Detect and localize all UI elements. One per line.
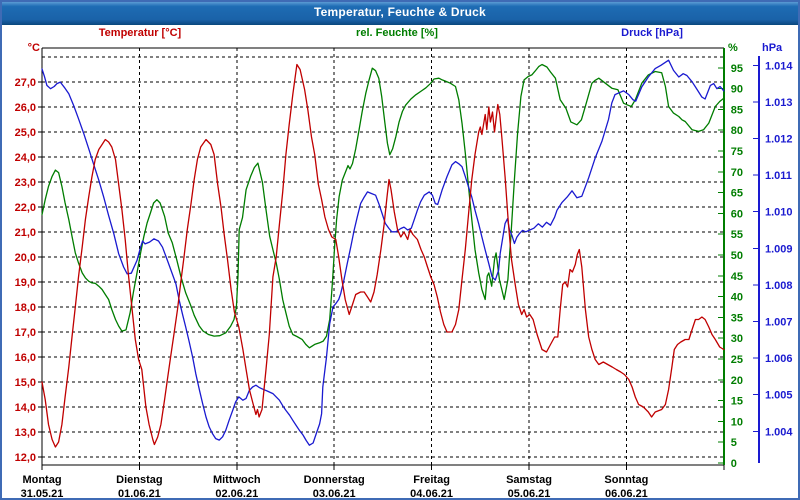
day-date-label: 02.06.21 xyxy=(215,488,258,500)
temp-tick-label: 12,0 xyxy=(15,452,36,464)
humidity-tick-label: 55 xyxy=(731,229,743,241)
day-name-label: Freitag xyxy=(413,474,450,486)
humidity-tick-label: 65 xyxy=(731,188,743,200)
humidity-curve xyxy=(41,63,725,349)
humidity-tick-label: 95 xyxy=(731,63,743,75)
humidity-tick-label: 0 xyxy=(731,458,737,470)
day-name-label: Donnerstag xyxy=(304,474,365,486)
temp-curve xyxy=(41,63,725,448)
pressure-axis-unit-label: hPa xyxy=(762,42,783,54)
temp-tick-label: 19,0 xyxy=(15,277,36,289)
pressure-tick-label: 1.008 xyxy=(765,280,793,292)
pressure-tick-label: 1.012 xyxy=(765,134,793,146)
day-name-label: Dienstag xyxy=(116,474,162,486)
temp-axis-unit-label: °C xyxy=(27,42,40,54)
pressure-tick-label: 1.006 xyxy=(765,353,793,365)
temp-tick-label: 21,0 xyxy=(15,227,36,239)
day-name-label: Samstag xyxy=(506,474,552,486)
page-title: Temperatur, Feuchte & Druck xyxy=(314,5,486,19)
temp-tick-label: 18,0 xyxy=(15,302,36,314)
humidity-tick-label: 75 xyxy=(731,146,743,158)
day-date-label: 04.06.21 xyxy=(410,488,453,500)
humidity-tick-label: 30 xyxy=(731,333,743,345)
pressure-tick-label: 1.013 xyxy=(765,97,793,109)
temp-tick-label: 15,0 xyxy=(15,377,36,389)
legend-temperature: Temperatur [°C] xyxy=(98,27,182,39)
temp-tick-label: 27,0 xyxy=(15,77,36,89)
title-bar: Temperatur, Feuchte & Druck xyxy=(2,2,798,25)
day-name-label: Sonntag xyxy=(604,474,648,486)
humidity-tick-label: 90 xyxy=(731,84,743,96)
humidity-tick-label: 25 xyxy=(731,354,743,366)
day-date-label: 03.06.21 xyxy=(313,488,356,500)
day-date-label: 01.06.21 xyxy=(118,488,161,500)
pressure-tick-label: 1.004 xyxy=(765,426,793,438)
humidity-tick-label: 15 xyxy=(731,396,743,408)
pressure-tick-label: 1.005 xyxy=(765,390,793,402)
humidity-axis-unit-label: % xyxy=(728,42,738,54)
temp-tick-label: 26,0 xyxy=(15,102,36,114)
humidity-tick-label: 35 xyxy=(731,312,743,324)
legend-pressure: Druck [hPa] xyxy=(621,27,683,39)
pressure-curve xyxy=(41,59,725,446)
humidity-tick-label: 60 xyxy=(731,208,743,220)
humidity-tick-label: 70 xyxy=(731,167,743,179)
humidity-tick-label: 20 xyxy=(731,375,743,387)
day-date-label: 31.05.21 xyxy=(21,488,64,500)
temp-tick-label: 25,0 xyxy=(15,127,36,139)
day-date-label: 05.06.21 xyxy=(508,488,551,500)
pressure-tick-label: 1.010 xyxy=(765,207,793,219)
pressure-tick-label: 1.014 xyxy=(765,60,793,72)
temp-tick-label: 13,0 xyxy=(15,427,36,439)
humidity-tick-label: 50 xyxy=(731,250,743,262)
legend-humidity: rel. Feuchte [%] xyxy=(356,27,438,39)
temp-tick-label: 23,0 xyxy=(15,177,36,189)
humidity-tick-label: 5 xyxy=(731,437,737,449)
humidity-tick-label: 85 xyxy=(731,104,743,116)
humidity-tick-label: 40 xyxy=(731,292,743,304)
humidity-tick-label: 45 xyxy=(731,271,743,283)
day-name-label: Mittwoch xyxy=(213,474,261,486)
temp-tick-label: 24,0 xyxy=(15,152,36,164)
temp-tick-label: 16,0 xyxy=(15,352,36,364)
pressure-tick-label: 1.009 xyxy=(765,243,793,255)
temp-tick-label: 20,0 xyxy=(15,252,36,264)
day-date-label: 06.06.21 xyxy=(605,488,648,500)
pressure-tick-label: 1.011 xyxy=(765,170,792,182)
humidity-tick-label: 80 xyxy=(731,125,743,137)
temp-tick-label: 17,0 xyxy=(15,327,36,339)
temp-tick-label: 22,0 xyxy=(15,202,36,214)
day-name-label: Montag xyxy=(22,474,61,486)
temp-tick-label: 14,0 xyxy=(15,402,36,414)
pressure-tick-label: 1.007 xyxy=(765,317,793,329)
humidity-tick-label: 10 xyxy=(731,416,743,428)
